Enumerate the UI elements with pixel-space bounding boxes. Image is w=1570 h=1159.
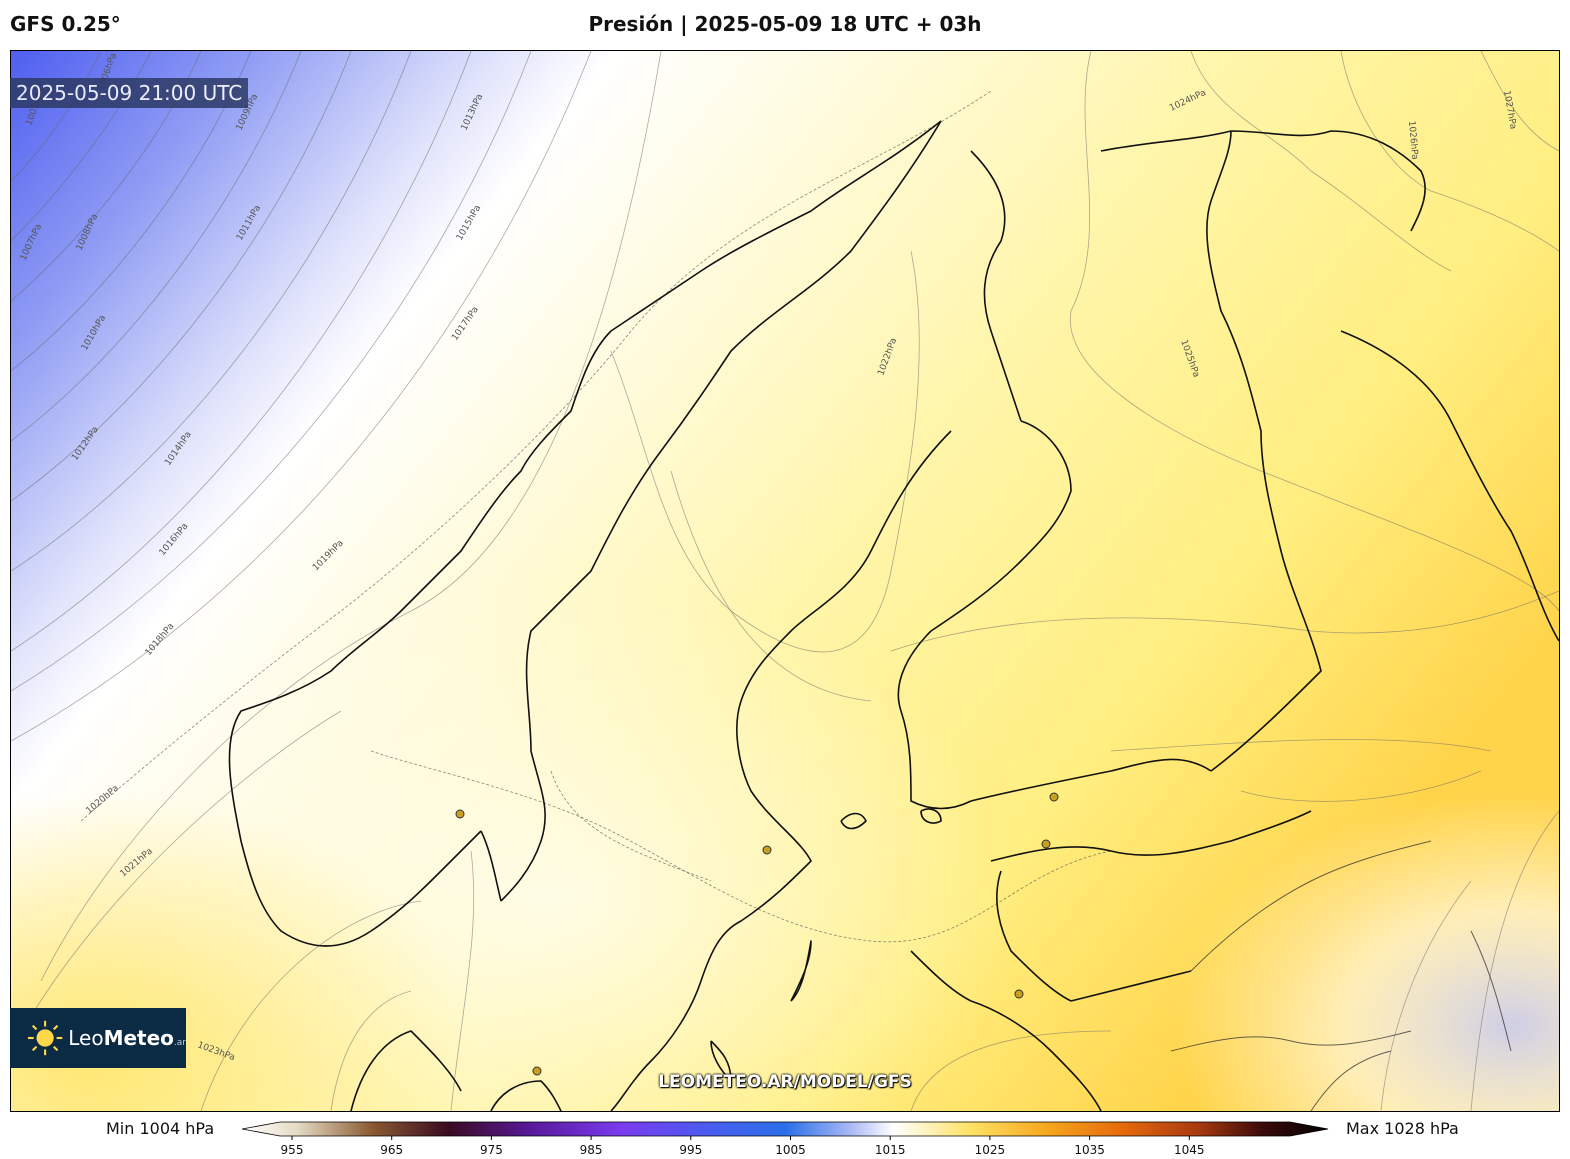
city-marker[interactable]: [1014, 989, 1024, 999]
valid-time-badge: 2025-05-09 21:00 UTC: [10, 78, 249, 108]
brand-name: LeoMeteo.ar: [68, 1026, 186, 1050]
city-marker[interactable]: [762, 845, 772, 855]
colorbar-tick-label: 995: [679, 1143, 702, 1157]
colorbar-tick-label: 1015: [875, 1143, 906, 1157]
sun-icon: [27, 1020, 63, 1056]
colorbar-tick-label: 1025: [975, 1143, 1006, 1157]
coastlines: [228, 120, 1559, 1111]
colorbar-tick-label: 955: [281, 1143, 304, 1157]
colorbar-tick-label: 985: [580, 1143, 603, 1157]
pressure-map[interactable]: 1005hPa 1006hPa 1007hPa 1008hPa 1009hPa …: [10, 50, 1560, 1112]
pressure-field-sw: [11, 51, 1559, 1111]
model-name: GFS 0.25°: [10, 12, 121, 36]
colorbar-tick-label: 975: [480, 1143, 503, 1157]
colorbar-min-label: Min 1004 hPa: [106, 1119, 215, 1138]
watermark-url[interactable]: LEOMETEO.AR/MODEL/GFS: [658, 1072, 912, 1092]
city-marker[interactable]: [532, 1066, 542, 1076]
leometeo-logo: LeoMeteo.ar: [10, 1008, 186, 1068]
borders: [1170, 840, 1512, 1111]
city-markers: [455, 792, 1059, 1076]
colorbar-tick-label: 1005: [775, 1143, 806, 1157]
city-marker[interactable]: [1041, 839, 1051, 849]
map-title: Presión | 2025-05-09 18 UTC + 03h: [588, 12, 982, 36]
colorbar-tick-label: 1045: [1174, 1143, 1205, 1157]
colorbar-tick-label: 965: [380, 1143, 403, 1157]
isobar-label: 1026hPa: [1406, 120, 1419, 160]
colorbar-max-label: Max 1028 hPa: [1346, 1119, 1459, 1138]
colorbar-tick-label: 1035: [1074, 1143, 1105, 1157]
isobars-dashed: [80, 90, 1112, 943]
city-marker[interactable]: [1049, 792, 1059, 802]
colorbar: 955 965 975 985 995 1005 1015 1025 1035 1045: [242, 1121, 1329, 1157]
isobars: [11, 51, 1559, 1111]
map-canvas: 1005hPa 1006hPa 1007hPa 1008hPa 1009hPa …: [11, 51, 1559, 1111]
city-marker[interactable]: [455, 809, 465, 819]
